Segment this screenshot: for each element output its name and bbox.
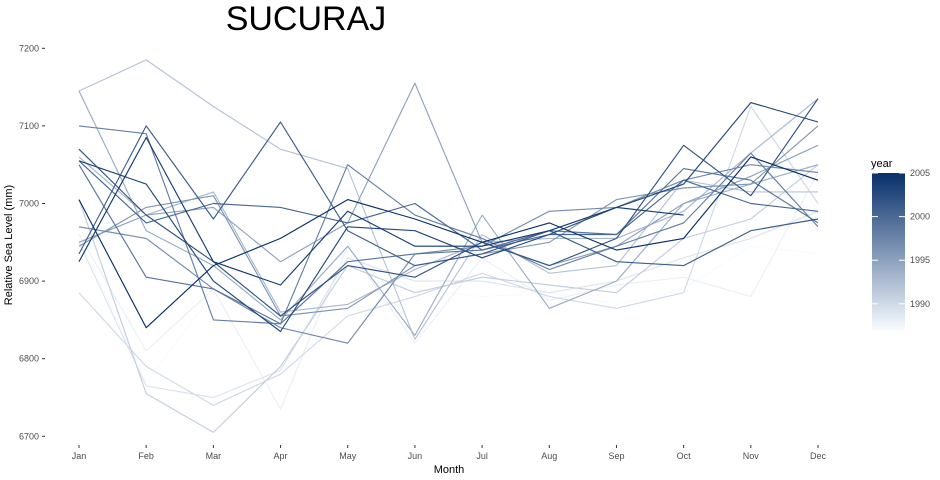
color-legend: year 1990 1995 2000 2005 [871, 158, 930, 330]
series-line-1989 [78, 210, 819, 399]
x-tick-label: Jan [72, 451, 87, 461]
legend-tick-label: 2005 [910, 168, 930, 178]
x-tick-label: Sep [608, 451, 624, 461]
x-tick-label: Nov [743, 451, 760, 461]
x-tick-label: Jun [408, 451, 423, 461]
series-line-1988 [78, 172, 819, 410]
series-line-1995 [78, 82, 819, 267]
y-tick-label: 7000 [19, 199, 39, 209]
legend-color-bar [872, 173, 905, 330]
series-line-1994 [78, 90, 819, 336]
series-line-2000 [78, 160, 819, 251]
x-tick-label: Apr [274, 451, 288, 461]
chart-title: SUCURAJ [226, 0, 387, 38]
legend-tick-label: 1990 [910, 299, 930, 309]
series-line-2003 [78, 102, 819, 333]
series-lines [78, 59, 819, 433]
y-tick-label: 6700 [19, 431, 39, 441]
series-line-1991 [78, 164, 819, 433]
y-tick-label: 7100 [19, 121, 39, 131]
x-tick-label: Jul [476, 451, 488, 461]
y-axis-title: Relative Sea Level (mm) [3, 185, 15, 305]
x-tick-label: Mar [206, 451, 222, 461]
x-tick-label: Dec [810, 451, 827, 461]
y-axis: 6700 6800 6900 7000 7100 7200 [19, 43, 45, 441]
legend-title: year [871, 158, 893, 170]
legend-tick-label: 1995 [910, 255, 930, 265]
x-tick-label: Aug [541, 451, 557, 461]
x-tick-label: Feb [138, 451, 154, 461]
x-tick-label: May [339, 451, 357, 461]
legend-ticks: 1990 1995 2000 2005 [872, 168, 930, 309]
series-line-1987 [78, 238, 819, 383]
series-line-1992 [78, 59, 818, 340]
y-tick-label: 6900 [19, 276, 39, 286]
series-line-1997 [78, 164, 819, 344]
y-tick-label: 6800 [19, 354, 39, 364]
x-axis-title: Month [434, 464, 465, 476]
series-line-2004 [78, 136, 684, 286]
series-line-2002 [78, 98, 819, 317]
y-tick-label: 7200 [19, 43, 39, 53]
series-line-1993 [78, 98, 819, 313]
x-axis: Jan Feb Mar Apr May Jun Jul Aug Sep Oct Nov Dec [72, 445, 827, 461]
legend-tick-label: 2000 [910, 212, 930, 222]
series-line-2005 [78, 156, 819, 329]
x-tick-label: Oct [677, 451, 692, 461]
